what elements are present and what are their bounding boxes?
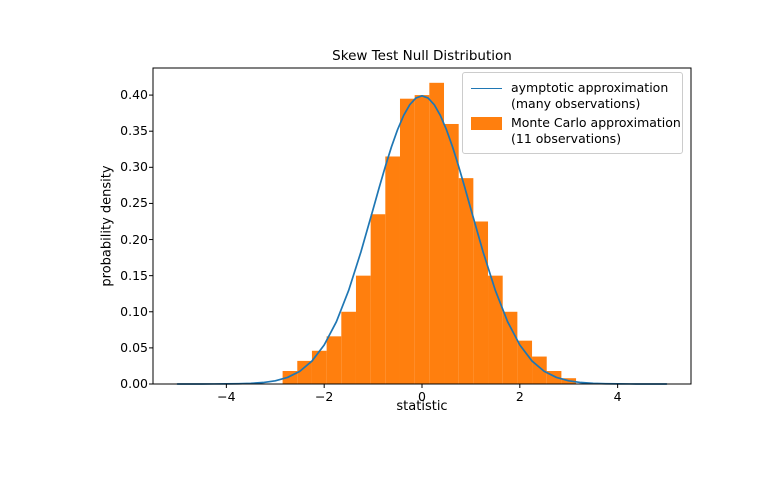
patch-swatch-icon xyxy=(471,117,502,130)
histogram-bar xyxy=(444,123,459,384)
histogram-bar xyxy=(517,340,533,384)
y-tick-label: 0.05 xyxy=(120,339,148,355)
histogram-bar xyxy=(385,156,400,384)
histogram-bar xyxy=(502,311,518,384)
legend-item-monte-carlo: Monte Carlo approximation (11 observatio… xyxy=(471,115,681,147)
legend-line-swatch xyxy=(471,80,502,89)
density-curve xyxy=(176,95,668,385)
histogram-bar xyxy=(488,275,503,384)
legend: aymptotic approximation (many observatio… xyxy=(462,72,683,154)
legend-item-asymptotic: aymptotic approximation (many observatio… xyxy=(471,80,674,112)
chart-title: Skew Test Null Distribution xyxy=(332,48,512,64)
y-tick-label: 0.25 xyxy=(120,195,148,211)
legend-label: aymptotic approximation (many observatio… xyxy=(511,80,668,112)
y-tick-label: 0.10 xyxy=(120,303,148,319)
histogram-bar xyxy=(429,82,445,384)
x-tick-label: 4 xyxy=(613,389,622,404)
histogram-bar xyxy=(458,178,474,384)
y-tick-label: 0.15 xyxy=(120,267,148,283)
y-tick-label: 0.35 xyxy=(120,123,148,139)
x-tick-label: −4 xyxy=(217,389,236,404)
x-tick-label: 2 xyxy=(515,389,524,404)
y-tick-label: 0.30 xyxy=(120,159,148,175)
legend-label-line2: (many observations) xyxy=(511,96,641,111)
histogram-bar xyxy=(414,95,430,384)
legend-label-line1: aymptotic approximation xyxy=(511,80,669,95)
legend-label-line1: Monte Carlo approximation xyxy=(511,115,681,130)
histogram-bar xyxy=(370,214,386,384)
legend-patch-swatch xyxy=(471,115,502,130)
legend-label: Monte Carlo approximation (11 observatio… xyxy=(511,115,681,147)
histogram-bar xyxy=(399,98,415,384)
y-tick-label: 0.20 xyxy=(120,231,148,247)
histogram-bar xyxy=(532,356,547,384)
histogram-bar xyxy=(326,336,342,384)
histogram-bar xyxy=(297,360,312,384)
x-tick-label: −2 xyxy=(314,389,334,404)
line-swatch-icon xyxy=(471,88,502,89)
histogram-bar xyxy=(341,311,356,384)
histogram-bar xyxy=(311,350,327,384)
histogram-bar xyxy=(355,275,371,384)
x-tick-label: 0 xyxy=(418,389,426,404)
legend-label-line2: (11 observations) xyxy=(511,131,622,146)
x-axis-label: statistic xyxy=(396,399,448,414)
y-tick-label: 0.40 xyxy=(120,87,148,103)
histogram-bar xyxy=(473,221,489,384)
y-tick-label: 0.00 xyxy=(120,376,148,391)
